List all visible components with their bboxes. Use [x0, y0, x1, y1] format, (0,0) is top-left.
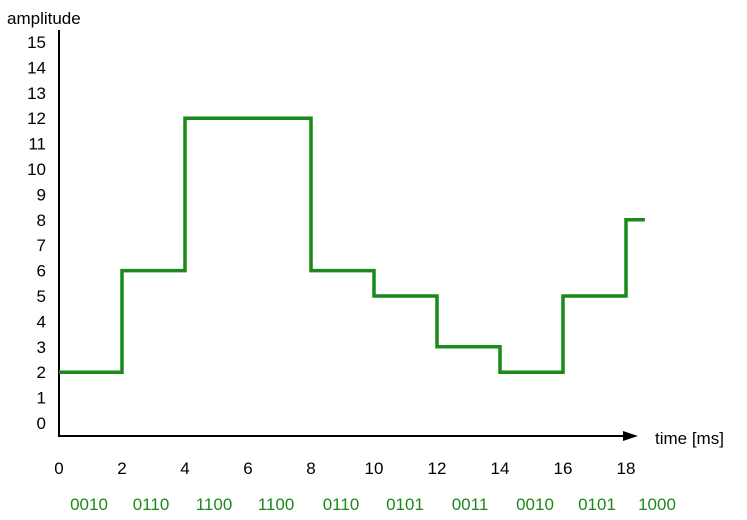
x-tick-label: 16 — [554, 459, 573, 478]
x-ticks: 0 2 4 6 8 10 12 14 16 18 — [54, 459, 635, 478]
x-tick-label: 6 — [243, 459, 252, 478]
x-tick-label: 14 — [491, 459, 510, 478]
y-tick-label: 1 — [37, 389, 46, 408]
y-tick-label: 15 — [27, 33, 46, 52]
binary-code-label: 0101 — [578, 495, 616, 514]
binary-code-label: 1100 — [258, 495, 295, 514]
y-tick-label: 11 — [28, 135, 46, 154]
x-tick-label: 0 — [54, 459, 63, 478]
y-tick-label: 0 — [37, 414, 46, 433]
y-tick-label: 10 — [27, 160, 46, 179]
y-tick-label: 4 — [37, 312, 46, 331]
step-series-line — [59, 116, 645, 374]
x-tick-label: 12 — [428, 459, 447, 478]
binary-code-label: 0010 — [516, 495, 554, 514]
y-tick-label: 7 — [37, 236, 46, 255]
binary-code-label: 0010 — [70, 495, 108, 514]
binary-code-label: 0011 — [452, 495, 489, 514]
y-tick-label: 12 — [27, 109, 46, 128]
y-tick-label: 14 — [27, 58, 46, 77]
binary-code-label: 0101 — [386, 495, 424, 514]
x-tick-label: 8 — [306, 459, 315, 478]
x-tick-label: 10 — [365, 459, 384, 478]
binary-code-label: 0110 — [323, 495, 360, 514]
y-tick-label: 13 — [27, 84, 46, 103]
x-tick-label: 4 — [180, 459, 189, 478]
series — [59, 116, 645, 374]
axes: amplitude time [ms] — [7, 9, 724, 448]
y-tick-label: 3 — [37, 338, 46, 357]
y-tick-label: 5 — [37, 287, 46, 306]
y-axis-label: amplitude — [7, 9, 81, 28]
binary-code-label: 1000 — [638, 495, 676, 514]
x-tick-label: 2 — [117, 459, 126, 478]
binary-codes: 0010 0110 1100 1100 0110 0101 0011 0010 0101 1000 — [70, 495, 676, 514]
y-tick-label: 9 — [37, 185, 46, 204]
y-tick-label: 2 — [37, 363, 46, 382]
x-tick-label: 18 — [617, 459, 636, 478]
x-axis-label: time [ms] — [655, 429, 724, 448]
y-tick-label: 6 — [37, 262, 46, 281]
x-axis-arrow-icon — [623, 431, 638, 441]
binary-code-label: 1100 — [196, 495, 233, 514]
binary-code-label: 0110 — [133, 495, 170, 514]
y-tick-label: 8 — [37, 211, 46, 230]
